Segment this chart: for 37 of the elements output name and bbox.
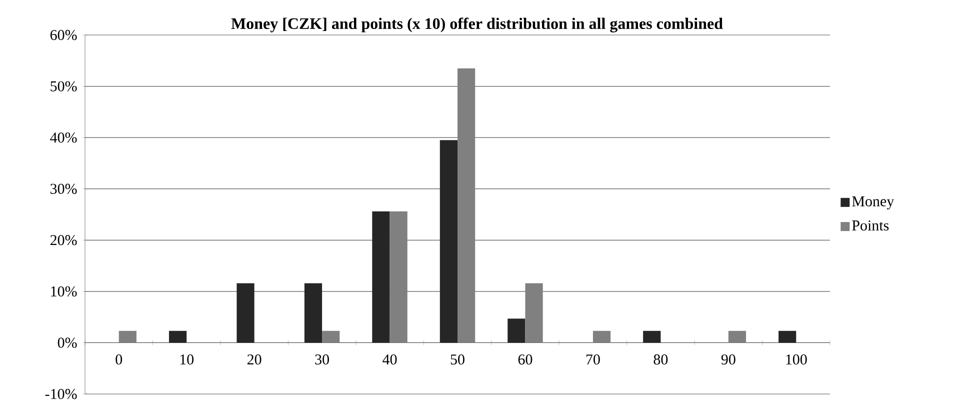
bar bbox=[728, 330, 746, 343]
bar bbox=[372, 211, 390, 343]
y-tick-label: 30% bbox=[50, 184, 77, 194]
x-tick-label: 30 bbox=[315, 354, 329, 365]
x-tick-label: 60 bbox=[518, 354, 532, 365]
y-tick-label: 50% bbox=[50, 81, 77, 92]
x-tick-label: 70 bbox=[586, 354, 600, 365]
bar bbox=[236, 283, 254, 343]
x-tick-label: 50 bbox=[450, 354, 464, 365]
y-tick-label: -10% bbox=[45, 388, 77, 400]
chart-title: Money [CZK] and points (x 10) offer distribution in all games combined bbox=[231, 18, 723, 32]
x-tick-label: 10 bbox=[180, 354, 194, 365]
bar bbox=[322, 330, 340, 343]
y-tick-label: 20% bbox=[50, 235, 77, 246]
bar bbox=[508, 318, 526, 343]
x-tick-label: 90 bbox=[721, 354, 736, 365]
y-tick-label: 40% bbox=[50, 132, 77, 143]
bar bbox=[304, 283, 322, 343]
bar bbox=[643, 330, 661, 343]
legend-label: Points bbox=[852, 220, 889, 231]
x-tick-label: 20 bbox=[247, 354, 262, 365]
y-tick-label: 0% bbox=[58, 338, 77, 348]
bar bbox=[118, 330, 136, 343]
bar bbox=[168, 330, 187, 343]
bar bbox=[390, 211, 408, 343]
x-tick-label: 40 bbox=[382, 354, 397, 365]
bar bbox=[592, 330, 611, 343]
y-tick-label: 10% bbox=[51, 286, 77, 297]
bar bbox=[525, 283, 543, 343]
bar bbox=[778, 330, 796, 343]
x-tick-label: 80 bbox=[654, 354, 668, 365]
bar bbox=[440, 140, 458, 343]
y-tick-label: 60% bbox=[50, 30, 77, 40]
x-tick-label: 0 bbox=[116, 354, 122, 365]
legend-label: Money bbox=[852, 196, 894, 210]
x-tick-label: 100 bbox=[786, 354, 807, 365]
bar bbox=[458, 68, 476, 343]
